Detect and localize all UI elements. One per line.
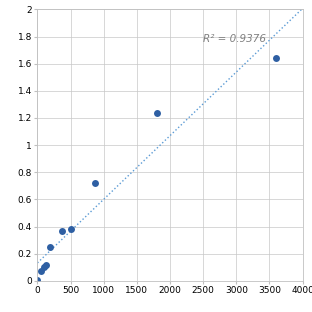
Point	[60, 228, 65, 233]
Point	[35, 278, 40, 283]
Point	[93, 181, 98, 186]
Point	[154, 110, 159, 115]
Text: R² = 0.9376: R² = 0.9376	[203, 34, 266, 44]
Point	[38, 269, 43, 274]
Point	[43, 263, 48, 268]
Point	[47, 245, 52, 250]
Point	[274, 56, 279, 61]
Point	[41, 265, 46, 270]
Point	[68, 227, 73, 232]
